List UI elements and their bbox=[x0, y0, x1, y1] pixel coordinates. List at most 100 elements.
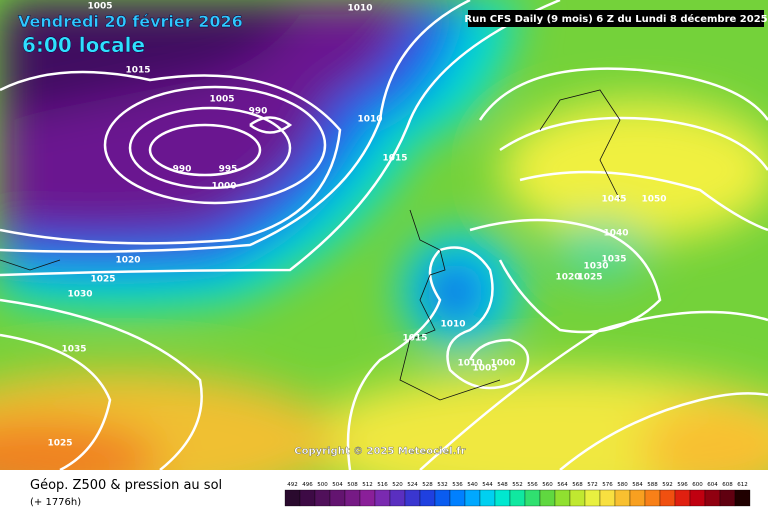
scale-label: 548 bbox=[497, 482, 508, 488]
scale-label: 592 bbox=[662, 482, 673, 488]
isobar-label: 1025 bbox=[90, 275, 115, 285]
scale-swatch bbox=[299, 489, 316, 507]
scale-swatch bbox=[689, 489, 706, 507]
scale-swatch bbox=[464, 489, 481, 507]
isobar-label: 1000 bbox=[211, 182, 236, 192]
scale-swatch bbox=[404, 489, 421, 507]
isobar-label: 1015 bbox=[382, 154, 407, 164]
scale-swatch bbox=[419, 489, 436, 507]
scale-label: 604 bbox=[707, 482, 718, 488]
scale-swatch bbox=[554, 489, 571, 507]
isobar-label: 1010 bbox=[347, 4, 372, 14]
scale-label: 556 bbox=[527, 482, 538, 488]
run-box bbox=[468, 10, 764, 27]
scale-label: 504 bbox=[332, 482, 343, 488]
scale-swatch bbox=[434, 489, 451, 507]
isobar-label: 1005 bbox=[87, 2, 112, 12]
copyright: Copyright © 2025 Meteociel.fr bbox=[294, 446, 465, 457]
scale-swatch bbox=[479, 489, 496, 507]
scale-swatch bbox=[359, 489, 376, 507]
isobar-label: 1025 bbox=[47, 439, 72, 449]
isobar-label: 1000 bbox=[490, 359, 515, 369]
scale-swatch bbox=[329, 489, 346, 507]
isobar-label: 1010 bbox=[440, 320, 465, 330]
isobar-label: 1005 bbox=[472, 364, 497, 374]
footer-title: Géop. Z500 & pression au sol bbox=[30, 478, 222, 493]
footer-lead: (+ 1776h) bbox=[30, 497, 81, 508]
isobar-label: 1020 bbox=[115, 256, 140, 266]
scale-label: 576 bbox=[602, 482, 613, 488]
scale-label: 552 bbox=[512, 482, 523, 488]
scale-swatch bbox=[314, 489, 331, 507]
isobar-label: 995 bbox=[219, 165, 238, 175]
isobar-label: 1010 bbox=[457, 359, 482, 369]
scale-label: 568 bbox=[572, 482, 583, 488]
scale-label: 528 bbox=[422, 482, 433, 488]
scale-swatch bbox=[284, 489, 301, 507]
scale-swatch bbox=[644, 489, 661, 507]
scale-label: 544 bbox=[482, 482, 493, 488]
isobar-label: 990 bbox=[173, 165, 192, 175]
scale-label: 536 bbox=[452, 482, 463, 488]
scale-label: 508 bbox=[347, 482, 358, 488]
scale-label: 500 bbox=[317, 482, 328, 488]
date: Vendredi 20 février 2026 bbox=[18, 12, 243, 31]
isobar-label: 1015 bbox=[402, 334, 427, 344]
scale-swatch bbox=[629, 489, 646, 507]
isobar-label: 1025 bbox=[577, 273, 602, 283]
scale-label: 596 bbox=[677, 482, 688, 488]
scale-swatch bbox=[614, 489, 631, 507]
isobar-label: 1035 bbox=[601, 255, 626, 265]
scale-swatch bbox=[449, 489, 466, 507]
scale-swatch bbox=[719, 489, 736, 507]
isobar-label: 1030 bbox=[583, 262, 608, 272]
scale-label: 532 bbox=[437, 482, 448, 488]
scale-label: 512 bbox=[362, 482, 373, 488]
isobar-label: 1010 bbox=[357, 115, 382, 125]
scale-label: 520 bbox=[392, 482, 403, 488]
run-info: Run CFS Daily (9 mois) 6 Z du Lundi 8 dé… bbox=[464, 13, 767, 25]
scale-label: 492 bbox=[287, 482, 298, 488]
scale-swatch bbox=[584, 489, 601, 507]
isobar-label: 990 bbox=[249, 107, 268, 117]
isobar-label: 1035 bbox=[61, 345, 86, 355]
isobar-label: 1005 bbox=[209, 95, 234, 105]
scale-label: 608 bbox=[722, 482, 733, 488]
scale-swatch bbox=[509, 489, 526, 507]
scale-swatch bbox=[524, 489, 541, 507]
scale-swatch bbox=[599, 489, 616, 507]
scale-swatch bbox=[569, 489, 586, 507]
isobars bbox=[0, 0, 768, 470]
color-scale: 492 496 500 504 508 512 516 520 524 528 532 536 540 5… bbox=[284, 482, 751, 507]
scale-label: 612 bbox=[737, 482, 748, 488]
scale-swatch bbox=[494, 489, 511, 507]
scale-swatch bbox=[539, 489, 556, 507]
scale-label: 524 bbox=[407, 482, 418, 488]
scale-swatch bbox=[704, 489, 721, 507]
isobar-label: 1040 bbox=[603, 229, 628, 239]
isobar-label: 1030 bbox=[67, 290, 92, 300]
scale-swatch bbox=[389, 489, 406, 507]
isobar-label: 1050 bbox=[641, 195, 666, 205]
scale-swatch bbox=[659, 489, 676, 507]
scale-label: 572 bbox=[587, 482, 598, 488]
scale-swatch bbox=[374, 489, 391, 507]
scale-swatch bbox=[344, 489, 361, 507]
scale-swatch bbox=[734, 489, 751, 507]
scale-swatch bbox=[674, 489, 691, 507]
isobar-label: 1015 bbox=[125, 66, 150, 76]
isobar-label: 1020 bbox=[555, 273, 580, 283]
scale-label: 516 bbox=[377, 482, 388, 488]
scale-label: 588 bbox=[647, 482, 658, 488]
time: 6:00 locale bbox=[22, 33, 145, 57]
scale-label: 564 bbox=[557, 482, 568, 488]
scale-label: 600 bbox=[692, 482, 703, 488]
scale-label: 560 bbox=[542, 482, 553, 488]
scale-label: 496 bbox=[302, 482, 313, 488]
isobar-label: 1045 bbox=[601, 195, 626, 205]
scale-label: 580 bbox=[617, 482, 628, 488]
scale-label: 584 bbox=[632, 482, 643, 488]
